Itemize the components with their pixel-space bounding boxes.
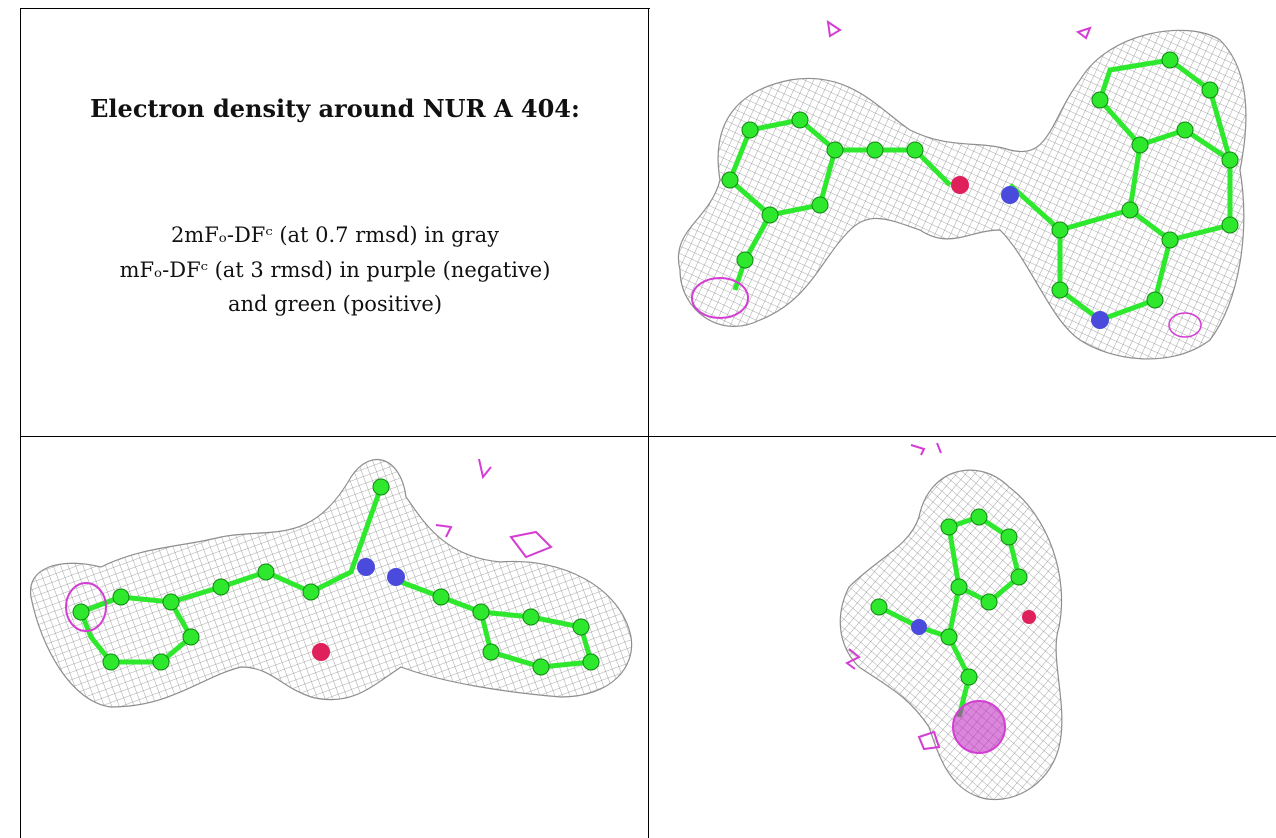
negative-density-fragment [509,530,553,559]
negative-density-blob [952,700,1006,754]
legend-line-difference-map: mFₒ-DFᶜ (at 3 rmsd) in purple (negative) [119,258,551,282]
molecule-render-1 [677,19,1247,360]
figure-title: Electron density around NUR A 404: [90,94,580,123]
negative-density-fragment [910,444,926,456]
negative-density-fragment [826,19,842,38]
carbon-atoms [721,51,1239,309]
molecule-render-3 [839,442,1063,801]
carbon-atoms [72,478,600,676]
negative-density-blob [691,277,749,319]
nitrogen-atom-2 [387,568,405,586]
negative-density-fragment [435,524,453,538]
nitrogen-atom-2 [1091,311,1109,329]
legend-line-gray-map: 2mFₒ-DFᶜ (at 0.7 rmsd) in gray [170,223,500,247]
nitrogen-atom [911,619,927,635]
density-view-top-right [650,0,1276,436]
legend-line-positive: and green (positive) [227,292,443,316]
negative-density-fragment [478,458,492,480]
negative-density-fragment [845,648,861,670]
table-border-middle-horizontal [20,436,1276,437]
negative-density-fragment [917,730,941,751]
table-border-left [20,8,21,838]
molecule-render-2 [30,458,633,708]
density-mesh [677,29,1247,360]
caption-cell: Electron density around NUR A 404: 2mFₒ-… [22,10,648,434]
density-view-bottom-left [21,437,648,838]
negative-density-fragment [936,442,942,454]
oxygen-atom [951,176,969,194]
density-view-bottom-right [649,437,1276,838]
nitrogen-atom-1 [1001,186,1019,204]
negative-density-blob-small [1168,312,1202,338]
nitrogen-atom-1 [357,558,375,576]
table-border-top [20,8,650,9]
table-border-middle [648,8,649,838]
carbon-atoms [870,508,1028,686]
oxygen-atom [312,643,330,661]
negative-density-fragment [1075,26,1092,40]
negative-density-blob [65,582,107,632]
oxygen-atom [1022,610,1036,624]
